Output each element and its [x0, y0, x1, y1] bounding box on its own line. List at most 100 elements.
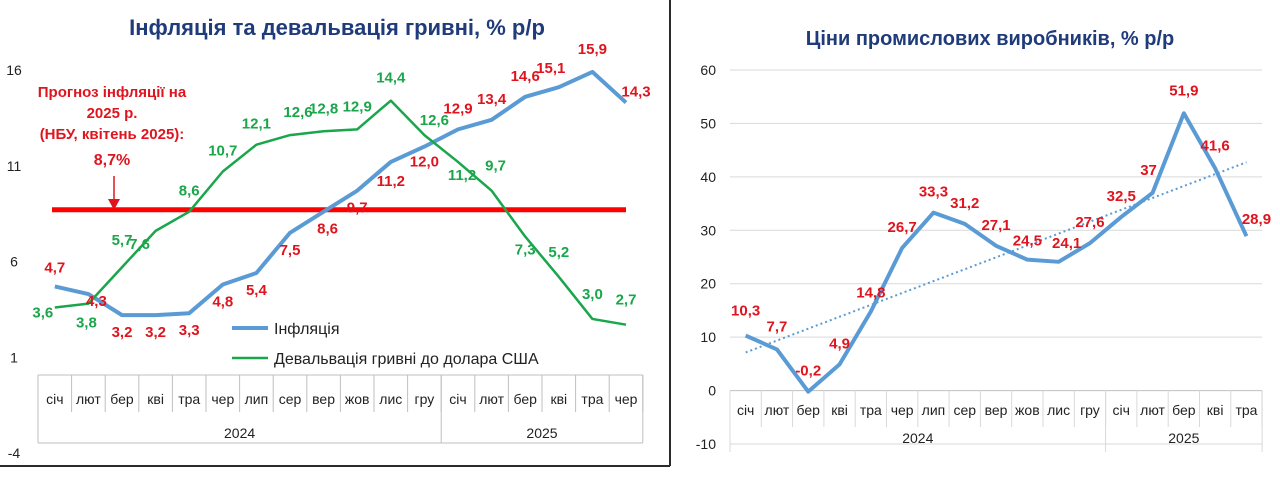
left-category-label: кві [147, 391, 164, 407]
left-legend: Інфляція Девальвація гривні до долара СШ… [232, 321, 539, 368]
devaluation-data-label: 7,6 [129, 236, 150, 253]
left-y-tick: 11 [7, 158, 22, 174]
right-gridlines [730, 69, 1263, 445]
ppi-data-label: 14,8 [856, 284, 885, 301]
left-year-label: 2025 [526, 425, 557, 441]
left-year-labels: 2024 2025 [224, 425, 558, 441]
left-category-label: чер [211, 391, 234, 407]
ppi-data-label: 7,7 [767, 318, 788, 335]
right-data-labels: 10,3 7,7 -0,2 4,9 14,8 26,7 33,331,227,124,5 24… [731, 82, 1271, 379]
right-category-label: тра [1235, 402, 1257, 418]
left-category-label: жов [345, 391, 370, 407]
inflation-data-label: 12,0 [410, 154, 439, 171]
inflation-data-label: 9,7 [347, 200, 368, 217]
devaluation-data-label: 3,0 [582, 286, 603, 303]
inflation-line [54, 69, 628, 318]
right-category-label: січ [737, 402, 754, 418]
left-category-label: лис [379, 391, 402, 407]
right-category-label: тра [860, 402, 882, 418]
right-y-axis: 60 50 40 30 20 10 0 -10 [696, 62, 716, 452]
inflation-data-label: 15,1 [536, 60, 565, 77]
right-category-labels: січ лют бер кві тра чер лип сер вер жов лис гру січ л… [737, 402, 1258, 418]
devaluation-data-label: 5,2 [548, 244, 569, 261]
left-category-label: вер [312, 391, 335, 407]
right-year-labels: 2024 2025 [902, 430, 1199, 446]
devaluation-data-label: 9,7 [485, 158, 506, 175]
right-category-label: кві [831, 402, 848, 418]
ppi-data-label: -0,2 [795, 363, 821, 380]
left-category-label: кві [550, 391, 567, 407]
inflation-data-label: 12,9 [443, 100, 472, 117]
devaluation-data-label: 10,7 [208, 142, 237, 159]
right-category-label: жов [1015, 402, 1040, 418]
left-category-axis-box [37, 374, 644, 444]
left-category-label: чер [615, 391, 638, 407]
left-category-label: тра [581, 391, 603, 407]
ppi-data-label: 51,9 [1169, 82, 1198, 99]
devaluation-data-label: 14,4 [376, 70, 406, 87]
right-y-tick: 20 [700, 276, 716, 292]
inflation-data-label: 15,9 [578, 41, 607, 58]
left-year-label: 2024 [224, 425, 255, 441]
forecast-annotation: Прогноз інфляції на 2025 р. (НБУ, квітен… [38, 84, 187, 210]
annotation-line-3: (НБУ, квітень 2025): [40, 126, 185, 143]
ppi-data-label: 31,2 [950, 195, 979, 212]
inflation-data-label: 3,3 [179, 322, 200, 339]
left-chart-title: Інфляція та девальвація гривні, % р/р [129, 15, 545, 40]
annotation-line-1: Прогноз інфляції на [38, 84, 187, 101]
devaluation-data-label: 12,9 [343, 98, 372, 115]
annotation-arrow-head [108, 199, 120, 210]
devaluation-data-label: 11,2 [448, 167, 476, 184]
ppi-trendline [745, 161, 1247, 354]
left-category-label: січ [449, 391, 466, 407]
annotation-line-2: 2025 р. [87, 105, 138, 122]
ppi-chart: Ціни промислових виробників, % р/р 60 50 4… [696, 28, 1271, 452]
devaluation-data-label: 12,6 [420, 112, 449, 129]
inflation-data-label: 3,2 [112, 324, 133, 341]
right-category-label: чер [891, 402, 914, 418]
left-y-tick: 16 [6, 62, 22, 78]
ppi-data-label: 10,3 [731, 303, 760, 320]
devaluation-data-label: 3,6 [32, 304, 53, 321]
left-data-labels: 4,7 4,3 3,2 3,2 3,3 4,8 5,4 7,5 8,6 9,7 11,2 12,0 12… [32, 41, 650, 341]
inflation-data-label: 11,2 [377, 173, 405, 190]
inflation-data-label: 14,6 [511, 68, 540, 85]
inflation-data-label: 5,4 [246, 282, 268, 299]
ppi-data-label: 27,1 [981, 217, 1010, 234]
right-chart-title: Ціни промислових виробників, % р/р [806, 28, 1175, 50]
ppi-data-label: 33,3 [919, 184, 948, 201]
ppi-data-label: 37 [1140, 162, 1157, 179]
left-y-axis: 16 11 6 1 -4 [6, 62, 22, 461]
right-y-tick: 50 [700, 115, 716, 131]
legend-label-inflation: Інфляція [274, 321, 339, 338]
annotation-value: 8,7% [94, 152, 130, 169]
inflation-data-label: 4,8 [212, 293, 233, 310]
devaluation-data-label: 7,3 [515, 242, 536, 259]
ppi-data-label: 28,9 [1242, 211, 1271, 228]
right-year-label: 2024 [902, 430, 933, 446]
ppi-data-label: 4,9 [829, 335, 850, 352]
ppi-data-label: 24,5 [1013, 233, 1042, 250]
devaluation-data-label: 5,7 [112, 232, 133, 249]
right-y-tick: 40 [700, 169, 716, 185]
left-y-tick: -4 [8, 445, 21, 461]
right-category-label: лют [1140, 402, 1165, 418]
left-category-label: лют [479, 391, 504, 407]
inflation-data-label: 13,4 [477, 91, 507, 108]
left-category-label: лип [245, 391, 269, 407]
right-category-label: бер [797, 402, 821, 418]
right-category-label: бер [1172, 402, 1196, 418]
right-category-label: січ [1113, 402, 1130, 418]
ppi-data-label: 26,7 [888, 219, 917, 236]
right-year-label: 2025 [1168, 430, 1199, 446]
inflation-data-label: 8,6 [317, 221, 338, 238]
inflation-data-label: 7,5 [280, 242, 301, 259]
devaluation-data-label: 2,7 [616, 292, 637, 309]
devaluation-data-label: 12,8 [309, 100, 338, 117]
left-category-label: бер [513, 391, 537, 407]
right-y-tick: -10 [696, 436, 716, 452]
right-y-tick: 0 [708, 383, 716, 399]
left-y-tick: 1 [10, 349, 18, 365]
left-category-label: лют [76, 391, 101, 407]
